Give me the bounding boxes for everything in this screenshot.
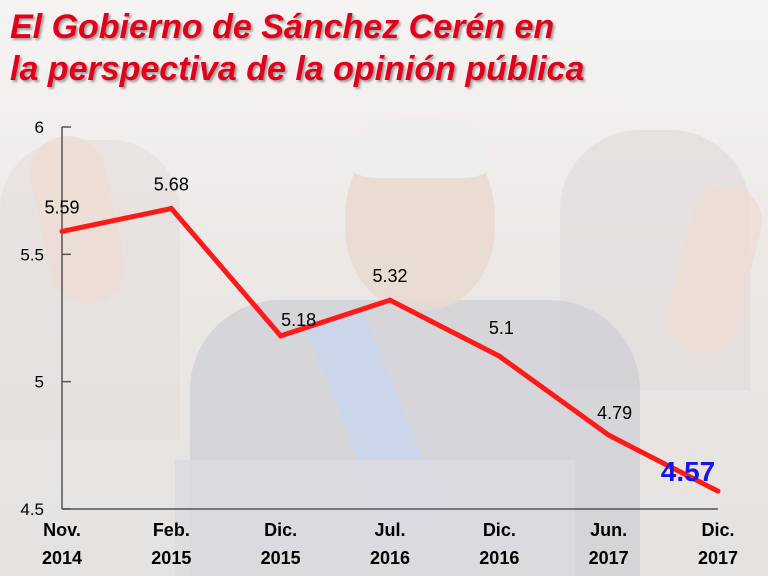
chart-axes: 4.5 5 5.5 6 Nov. 2014 Feb. 2015 Dic. 2015 Jul. 2016…	[20, 118, 738, 568]
data-label: 5.68	[154, 174, 189, 194]
data-point	[387, 297, 393, 303]
chart-series	[59, 205, 721, 494]
page-title: El Gobierno de Sánchez Cerén en la persp…	[10, 6, 584, 90]
y-tick-label: 4.5	[20, 500, 44, 519]
x-tick-label: Jul. 2016	[370, 520, 410, 568]
data-point	[496, 353, 502, 359]
data-label-highlight: 4.57	[661, 456, 716, 487]
x-tick-label: Jun. 2017	[589, 520, 629, 568]
x-tick-label: Nov. 2014	[42, 520, 82, 568]
x-tick-label: Feb. 2015	[151, 520, 191, 568]
chart-data-labels: 5.59 5.68 5.18 5.32 5.1 4.79 4.57	[44, 174, 715, 487]
data-point	[606, 432, 612, 438]
data-point	[278, 333, 284, 339]
data-label: 5.59	[44, 197, 79, 217]
y-tick-label: 6	[35, 118, 44, 137]
y-tick-label: 5	[35, 373, 44, 392]
series-line	[61, 205, 720, 494]
data-point	[59, 228, 65, 234]
data-point	[168, 205, 174, 211]
data-label: 5.32	[372, 266, 407, 286]
title-line-1: El Gobierno de Sánchez Cerén en	[10, 8, 555, 46]
title-line-2: la perspectiva de la opinión pública	[10, 50, 585, 88]
x-tick-label: Dic. 2017	[698, 520, 738, 568]
x-tick-label: Dic. 2015	[261, 520, 301, 568]
data-label: 5.1	[489, 318, 514, 338]
x-tick-label: Dic. 2016	[479, 520, 519, 568]
data-label: 5.18	[281, 310, 316, 330]
data-label: 4.79	[597, 403, 632, 423]
y-tick-label: 5.5	[20, 245, 44, 264]
data-point	[715, 488, 721, 494]
